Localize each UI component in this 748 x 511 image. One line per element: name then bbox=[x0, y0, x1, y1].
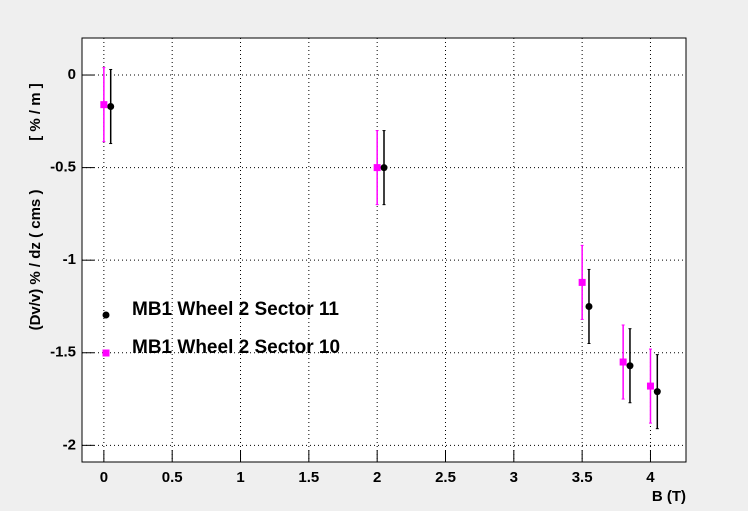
point bbox=[646, 382, 654, 390]
legend-label: MB1 Wheel 2 Sector 10 bbox=[132, 337, 340, 358]
y-tick-label: -1.5 bbox=[50, 344, 76, 361]
x-tick-label: 2.5 bbox=[435, 469, 456, 486]
plot-area bbox=[82, 38, 686, 462]
y-tick-label: -0.5 bbox=[50, 159, 76, 176]
point bbox=[373, 164, 381, 172]
legend-marker bbox=[102, 349, 110, 357]
x-tick-label: 0.5 bbox=[162, 469, 183, 486]
legend-label: MB1 Wheel 2 Sector 11 bbox=[132, 299, 339, 320]
point bbox=[585, 302, 593, 310]
point bbox=[107, 103, 115, 111]
y-axis-title: (Dv/v) % / dz ( cms ) bbox=[27, 190, 44, 331]
point bbox=[653, 388, 661, 396]
x-tick-label: 3 bbox=[510, 469, 518, 486]
point bbox=[619, 358, 627, 366]
y-axis-unit: [ % / m ] bbox=[27, 83, 44, 141]
x-tick-label: 3.5 bbox=[572, 469, 593, 486]
x-tick-label: 1.5 bbox=[298, 469, 319, 486]
x-axis-title: B (T) bbox=[652, 488, 686, 505]
point bbox=[578, 278, 586, 286]
point bbox=[380, 164, 388, 172]
y-tick-label: -2 bbox=[63, 436, 76, 453]
point bbox=[626, 362, 634, 370]
x-tick-label: 1 bbox=[236, 469, 244, 486]
x-tick-label: 0 bbox=[100, 469, 108, 486]
y-tick-label: -1 bbox=[63, 251, 76, 268]
plot-frame bbox=[81, 37, 687, 463]
x-tick-label: 2 bbox=[373, 469, 381, 486]
x-tick-label: 4 bbox=[646, 469, 655, 486]
y-tick-label: 0 bbox=[68, 66, 76, 83]
legend-marker bbox=[102, 311, 110, 319]
point bbox=[100, 101, 108, 109]
